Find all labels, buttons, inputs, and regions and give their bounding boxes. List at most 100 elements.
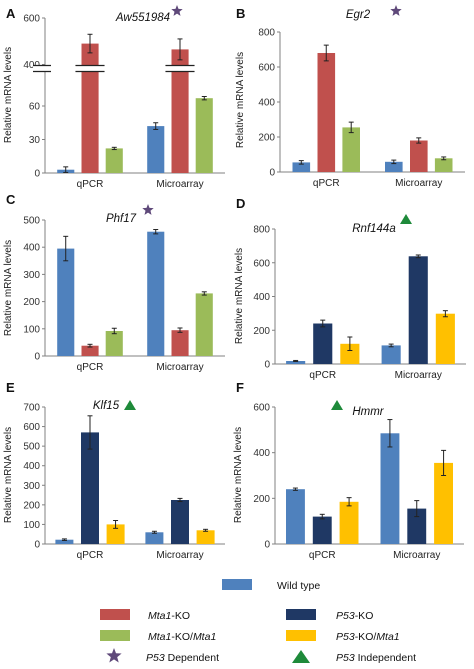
panel-letter: E: [6, 380, 15, 395]
y-axis-title: Relative mRNA levels: [3, 47, 14, 143]
bar: [105, 148, 123, 173]
y-tick-label: 600: [253, 258, 270, 269]
y-tick-label: 600: [253, 403, 270, 414]
legend-item-p53-independent: P53 Independent: [292, 650, 416, 664]
bar: [408, 256, 428, 364]
x-category-label: qPCR: [313, 178, 340, 189]
panel-letter: C: [6, 192, 16, 207]
legend-label-mta1-ko: Mta1-KO: [148, 610, 190, 622]
legend-swatch-mta1-ko-mta1: [100, 630, 130, 641]
x-category-label: Microarray: [156, 550, 203, 561]
legend-item-mta1-ko-mta1: Mta1-KO/Mta1: [100, 630, 216, 643]
bar: [105, 331, 123, 356]
x-category-label: Microarray: [395, 370, 442, 381]
y-axis-title: Relative mRNA levels: [3, 427, 14, 523]
bar: [81, 43, 99, 173]
y-tick-label: 400: [253, 292, 270, 303]
y-tick-label: 200: [253, 494, 270, 505]
panel-d: D Relative mRNA levels Rnf144a 0 200 400 600 80…: [234, 196, 466, 381]
legend-swatch-mta1-ko: [100, 609, 130, 620]
panel-a: A Relative mRNA levels Aw551984 0 30 60 400 600…: [3, 5, 225, 190]
y-axis-title: Relative mRNA levels: [3, 240, 14, 336]
x-category-label: qPCR: [77, 179, 104, 190]
bar: [339, 501, 359, 544]
y-tick-label: 0: [269, 168, 275, 179]
axis-break-gap: [75, 65, 105, 72]
bar: [195, 98, 213, 173]
bar: [292, 162, 311, 172]
panel-c: C Relative mRNA levels Phf17 0 100 200 300 400 5…: [3, 192, 225, 373]
y-tick-label: 200: [253, 326, 270, 337]
y-tick-label: 300: [23, 270, 40, 281]
legend-item-mta1-ko: Mta1-KO: [100, 609, 190, 622]
chart-panels: A Relative mRNA levels Aw551984 0 30 60 400 600…: [3, 5, 466, 561]
y-axis-title: Relative mRNA levels: [235, 52, 246, 148]
x-category-label: Microarray: [395, 178, 442, 189]
axis-break-gap: [165, 65, 195, 72]
y-tick-label: 0: [34, 169, 40, 180]
bar: [55, 539, 74, 544]
legend-item-p53-ko: P53-KO: [286, 609, 373, 622]
bar: [171, 500, 189, 544]
bar: [313, 323, 333, 364]
legend-label-p53-ko: P53-KO: [336, 610, 373, 622]
y-tick-label: 200: [258, 133, 275, 144]
x-category-label: qPCR: [77, 550, 104, 561]
bar: [106, 524, 125, 544]
gene-title: Aw551984: [115, 12, 170, 24]
y-axis-title: Relative mRNA levels: [234, 248, 245, 344]
panel-b: B Relative mRNA levels Egr2 0 200 400 600 800 qP…: [235, 5, 465, 189]
bar: [435, 313, 455, 364]
legend-swatch-wild-type: [222, 579, 252, 590]
y-tick-label: 60: [29, 102, 41, 113]
bar: [171, 49, 189, 173]
star-icon: [106, 648, 122, 663]
y-tick-label: 400: [258, 98, 275, 109]
x-category-label: qPCR: [309, 370, 336, 381]
legend-label-mta1-ko-mta1: Mta1-KO/Mta1: [148, 631, 216, 643]
gene-title: Hmmr: [352, 406, 384, 418]
x-category-label: Microarray: [156, 362, 203, 373]
x-category-label: qPCR: [77, 362, 104, 373]
legend-swatch-p53-ko-mta1: [286, 630, 316, 641]
panel-letter: B: [236, 6, 245, 21]
panel-letter: D: [236, 196, 245, 211]
bar: [286, 361, 306, 364]
bar: [81, 345, 99, 356]
y-tick-label: 200: [23, 297, 40, 308]
bar: [407, 508, 427, 544]
bar: [171, 330, 189, 356]
bar: [340, 343, 360, 365]
y-tick-label: 600: [258, 63, 275, 74]
star-icon: [142, 204, 154, 215]
legend-swatch-p53-ko: [286, 609, 316, 620]
gene-title: Klf15: [93, 400, 120, 412]
star-icon: [171, 5, 183, 16]
triangle-icon: [124, 400, 136, 410]
bar: [434, 462, 453, 544]
y-tick-label: 500: [23, 216, 40, 227]
bar: [145, 532, 164, 544]
y-tick-label: 0: [34, 540, 40, 551]
bar: [147, 126, 165, 173]
panel-letter: A: [6, 6, 16, 21]
legend: Wild type Mta1-KO P53-KO Mta1-KO/Mta1 P5…: [100, 579, 416, 664]
legend-label-p53-dependent: P53 Dependent: [146, 652, 219, 664]
y-tick-label: 200: [23, 500, 40, 511]
panel-e: E Relative mRNA levels Klf15 0 100 200 300 400 5…: [3, 380, 225, 561]
y-tick-label: 400: [23, 461, 40, 472]
bar: [196, 530, 215, 544]
star-icon: [390, 5, 402, 16]
triangle-icon: [292, 650, 310, 663]
y-tick-label: 30: [29, 135, 41, 146]
y-tick-label: 0: [34, 352, 40, 363]
triangle-icon: [331, 400, 343, 410]
bar: [317, 53, 336, 172]
bar: [286, 489, 305, 544]
y-tick-label: 500: [23, 442, 40, 453]
bar: [381, 345, 401, 364]
y-tick-label: 700: [23, 403, 40, 414]
y-tick-label: 0: [264, 540, 270, 551]
y-tick-label: 300: [23, 481, 40, 492]
